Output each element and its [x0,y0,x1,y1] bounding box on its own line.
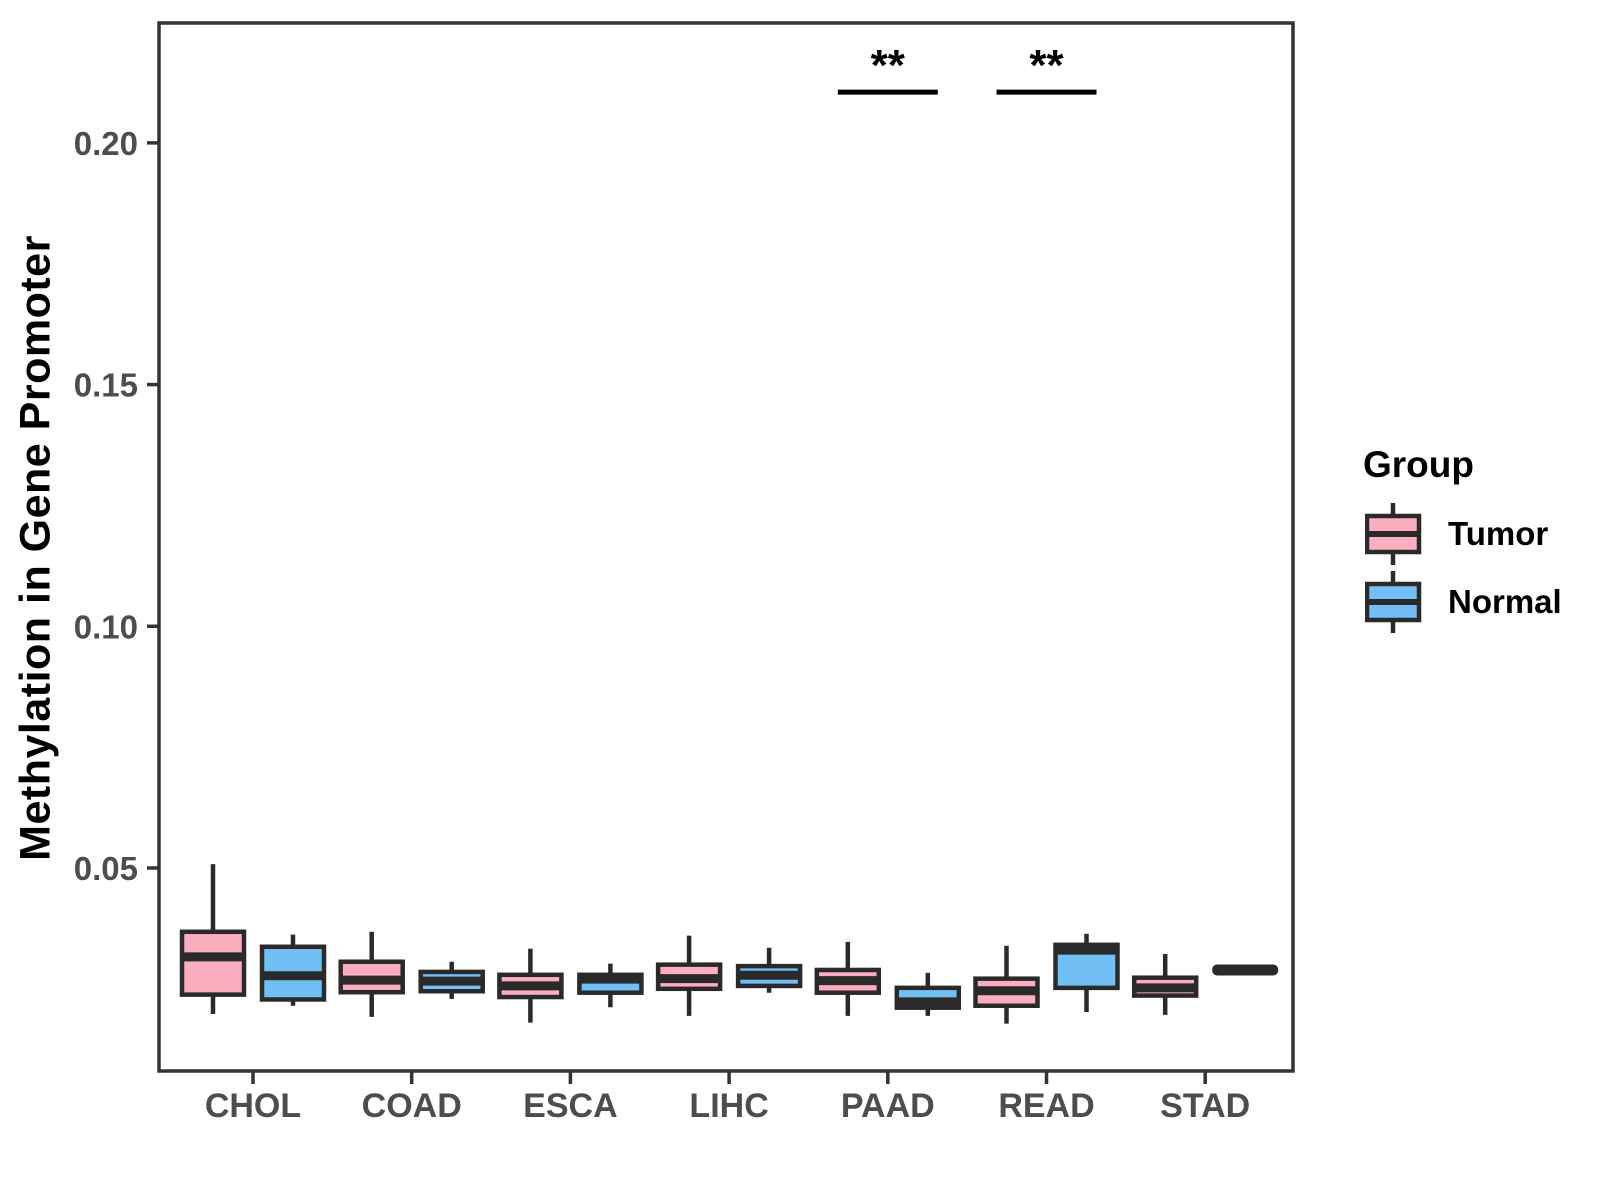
tumor-boxplot-key-icon [1365,503,1422,565]
legend-title: Group [1363,444,1474,485]
significance-label-read: ** [1029,41,1064,90]
x-tick-label-LIHC: LIHC [689,1087,768,1125]
legend-item-tumor: Tumor [1363,500,1600,568]
normal-boxplot-key-icon [1365,571,1422,633]
y-axis-title: Methylation in Gene Promoter [11,235,60,861]
legend-item-normal: Normal [1363,568,1600,636]
panel-border [157,21,1295,1073]
y-tick-label-0.20: 0.20 [74,125,138,162]
boxplot-stad-normal-flat-median [1212,964,1279,976]
legend-label-normal: Normal [1448,583,1562,620]
boxplot-chol-tumor-box [179,929,247,997]
y-tick-label-0.05: 0.05 [74,850,138,887]
x-tick-label-COAD: COAD [362,1087,462,1125]
x-tick-label-READ: READ [998,1087,1094,1125]
legend-label-tumor: Tumor [1448,515,1549,552]
significance-label-paad: ** [871,41,906,90]
y-tick-label-0.10: 0.10 [74,608,138,645]
x-tick-label-PAAD: PAAD [841,1087,935,1125]
x-tick-label-CHOL: CHOL [205,1087,301,1125]
legend: Group Tumor Normal [1363,444,1600,636]
x-tick-label-ESCA: ESCA [523,1087,617,1125]
y-tick-label-0.15: 0.15 [74,367,138,404]
x-tick-label-STAD: STAD [1160,1087,1250,1125]
